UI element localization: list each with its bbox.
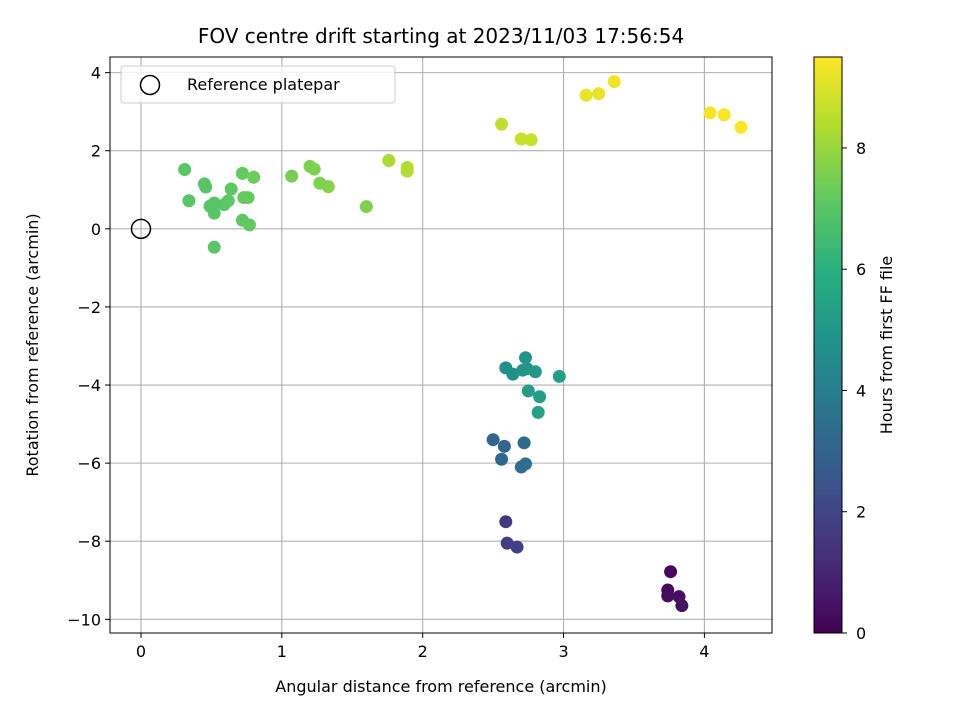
- y-tick-label: −2: [77, 298, 101, 317]
- y-axis-label: Rotation from reference (arcmin): [23, 213, 42, 476]
- data-point: [207, 196, 221, 210]
- data-point: [382, 153, 396, 167]
- colorbar-tick-label: 2: [856, 503, 866, 522]
- x-axis-label: Angular distance from reference (arcmin): [275, 677, 606, 696]
- data-point: [224, 182, 238, 196]
- colorbar-label: Hours from first FF file: [877, 256, 896, 435]
- data-point: [307, 162, 321, 176]
- data-point: [486, 433, 500, 447]
- data-point: [242, 218, 256, 232]
- grid: [110, 57, 772, 633]
- data-point: [592, 87, 606, 101]
- data-point: [321, 180, 335, 194]
- legend-entry: Reference platepar: [187, 75, 340, 94]
- colorbar-tick-label: 0: [856, 624, 866, 643]
- data-point: [717, 108, 731, 122]
- data-point: [199, 180, 213, 194]
- colorbar: 0 2 4 6 8: [813, 56, 866, 643]
- y-tick-label: −6: [77, 454, 101, 473]
- data-point: [499, 515, 513, 529]
- y-tick-label: 2: [91, 142, 101, 161]
- data-point: [607, 75, 621, 89]
- x-tick-label: 2: [418, 642, 428, 661]
- x-axis-ticks: 0 1 2 3 4: [136, 633, 709, 661]
- data-point: [528, 365, 542, 379]
- data-point: [400, 164, 414, 178]
- data-point: [521, 384, 535, 398]
- data-point: [524, 133, 538, 147]
- y-axis-ticks: 4 2 0 −2 −4 −6 −8 −10: [67, 64, 110, 629]
- data-point: [241, 191, 255, 205]
- data-point: [533, 390, 547, 404]
- data-point: [178, 162, 192, 176]
- data-point: [182, 194, 196, 208]
- data-point: [519, 457, 533, 471]
- data-point: [552, 369, 566, 383]
- data-point: [207, 240, 221, 254]
- colorbar-tick-label: 4: [856, 381, 866, 400]
- x-tick-label: 3: [558, 642, 568, 661]
- data-point: [703, 106, 717, 120]
- legend: Reference platepar: [120, 65, 396, 104]
- chart-title: FOV centre drift starting at 2023/11/03 …: [198, 24, 684, 48]
- data-point: [500, 536, 514, 550]
- data-point: [506, 367, 520, 381]
- data-point: [519, 351, 533, 365]
- colorbar-gradient: [813, 56, 843, 634]
- y-tick-label: 4: [91, 64, 101, 83]
- data-point: [207, 206, 221, 220]
- data-point: [734, 120, 748, 134]
- y-tick-label: 0: [91, 220, 101, 239]
- x-tick-label: 4: [699, 642, 709, 661]
- data-point: [497, 439, 511, 453]
- data-point: [675, 599, 689, 613]
- data-point: [661, 589, 675, 603]
- data-point: [221, 194, 235, 208]
- data-point: [664, 565, 678, 579]
- x-tick-label: 1: [277, 642, 287, 661]
- plot-frame: [109, 56, 773, 634]
- reference-platepar-marker: [130, 218, 152, 240]
- colorbar-tick-label: 6: [856, 260, 866, 279]
- y-tick-label: −10: [67, 610, 101, 629]
- data-point: [510, 540, 524, 554]
- data-point: [495, 452, 509, 466]
- data-point: [247, 170, 261, 184]
- legend-box: [120, 65, 396, 104]
- x-tick-label: 0: [136, 642, 146, 661]
- data-point: [514, 132, 528, 146]
- y-tick-label: −4: [77, 376, 101, 395]
- data-point: [579, 88, 593, 102]
- legend-marker: [139, 74, 161, 96]
- data-point: [531, 405, 545, 419]
- y-tick-label: −8: [77, 532, 101, 551]
- data-points: [130, 75, 748, 613]
- data-point: [359, 200, 373, 214]
- data-point: [235, 166, 249, 180]
- data-point: [495, 117, 509, 131]
- data-point: [285, 169, 299, 183]
- data-point: [517, 436, 531, 450]
- colorbar-tick-label: 8: [856, 139, 866, 158]
